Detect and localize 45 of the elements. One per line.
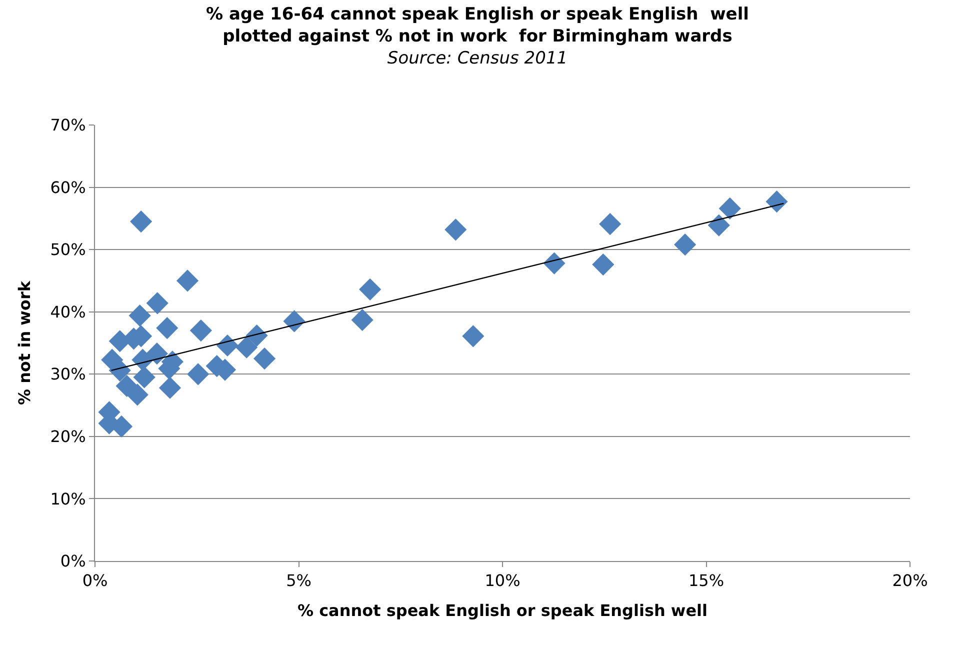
point: [766, 190, 788, 213]
point: [133, 366, 156, 388]
point: [718, 197, 741, 220]
point: [187, 363, 210, 386]
point: [599, 212, 622, 236]
point: [108, 359, 131, 382]
point: [128, 304, 151, 327]
y-axis-title: % not in work: [15, 280, 34, 405]
point: [462, 325, 484, 348]
chart-subtitle: Source: Census 2011: [387, 48, 568, 69]
point: [216, 334, 238, 357]
y-tick-label: 50%: [50, 240, 86, 260]
point: [130, 210, 152, 233]
point: [246, 324, 268, 347]
point: [592, 253, 614, 276]
point: [359, 278, 382, 300]
y-tick-label: 60%: [50, 178, 86, 197]
chart-title: % age 16-64 cannot speak English or speak English well plotted against % not in work for Birmingham wards: [206, 4, 749, 46]
x-tick-label: 15%: [688, 571, 724, 590]
point: [253, 348, 276, 370]
x-tick-label: 0%: [82, 571, 108, 590]
point: [158, 376, 182, 399]
y-tick-label: 20%: [50, 427, 86, 446]
x-tick-label: 5%: [286, 571, 312, 590]
point: [236, 336, 258, 358]
y-tick-label: 30%: [50, 364, 86, 384]
y-tick-label: 0%: [60, 552, 86, 571]
x-axis-title: % cannot speak English or speak English well: [297, 600, 708, 620]
point: [126, 384, 148, 406]
point: [146, 292, 168, 314]
point: [190, 319, 212, 342]
y-tick-label: 10%: [50, 489, 86, 508]
y-tick-label: 70%: [50, 116, 86, 135]
point: [674, 234, 696, 256]
y-tick-label: 40%: [50, 302, 86, 322]
point: [543, 252, 566, 274]
point: [351, 308, 374, 331]
point: [283, 310, 306, 332]
x-tick-label: 10%: [484, 571, 520, 590]
point: [176, 270, 199, 292]
point: [146, 342, 168, 365]
point: [156, 317, 178, 340]
point: [708, 214, 730, 236]
x-tick-label: 20%: [892, 571, 928, 590]
point: [444, 218, 467, 241]
